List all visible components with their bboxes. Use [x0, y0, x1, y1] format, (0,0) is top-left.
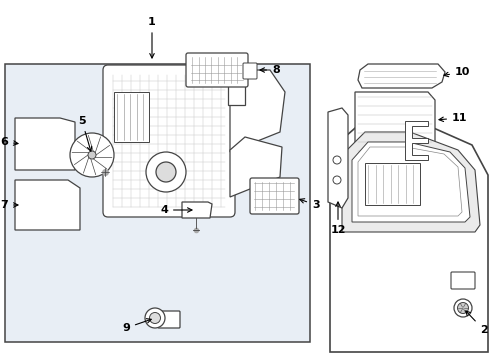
FancyBboxPatch shape	[365, 163, 420, 205]
Circle shape	[146, 152, 186, 192]
FancyBboxPatch shape	[5, 64, 310, 342]
Polygon shape	[330, 122, 488, 352]
Circle shape	[458, 302, 468, 314]
Circle shape	[333, 176, 341, 184]
Polygon shape	[230, 70, 285, 152]
Text: 12: 12	[330, 202, 346, 235]
Circle shape	[454, 299, 472, 317]
Circle shape	[149, 312, 161, 324]
Text: 2: 2	[466, 311, 488, 335]
FancyBboxPatch shape	[250, 178, 299, 214]
Text: 7: 7	[0, 200, 18, 210]
Polygon shape	[230, 137, 282, 197]
FancyBboxPatch shape	[114, 92, 149, 142]
Text: 1: 1	[148, 17, 156, 27]
Text: 9: 9	[122, 319, 151, 333]
Polygon shape	[15, 118, 75, 170]
Polygon shape	[328, 108, 348, 208]
Text: 10: 10	[444, 67, 470, 77]
Circle shape	[70, 133, 114, 177]
Polygon shape	[342, 132, 480, 232]
Polygon shape	[15, 180, 80, 230]
FancyBboxPatch shape	[243, 63, 257, 79]
Text: 11: 11	[439, 113, 467, 123]
Polygon shape	[358, 64, 445, 88]
Circle shape	[145, 308, 165, 328]
Polygon shape	[352, 142, 470, 222]
Text: 5: 5	[78, 116, 92, 151]
FancyBboxPatch shape	[103, 65, 235, 217]
Polygon shape	[405, 121, 428, 160]
FancyBboxPatch shape	[451, 272, 475, 289]
Circle shape	[333, 156, 341, 164]
Text: 8: 8	[260, 65, 280, 75]
FancyBboxPatch shape	[186, 53, 248, 87]
Text: 3: 3	[300, 199, 319, 210]
Text: 4: 4	[160, 205, 192, 215]
Circle shape	[156, 162, 176, 182]
FancyBboxPatch shape	[158, 311, 180, 328]
Polygon shape	[228, 78, 245, 105]
Text: 6: 6	[0, 137, 18, 147]
Circle shape	[88, 151, 96, 159]
Polygon shape	[182, 202, 212, 218]
Polygon shape	[355, 92, 435, 212]
Polygon shape	[358, 147, 462, 216]
